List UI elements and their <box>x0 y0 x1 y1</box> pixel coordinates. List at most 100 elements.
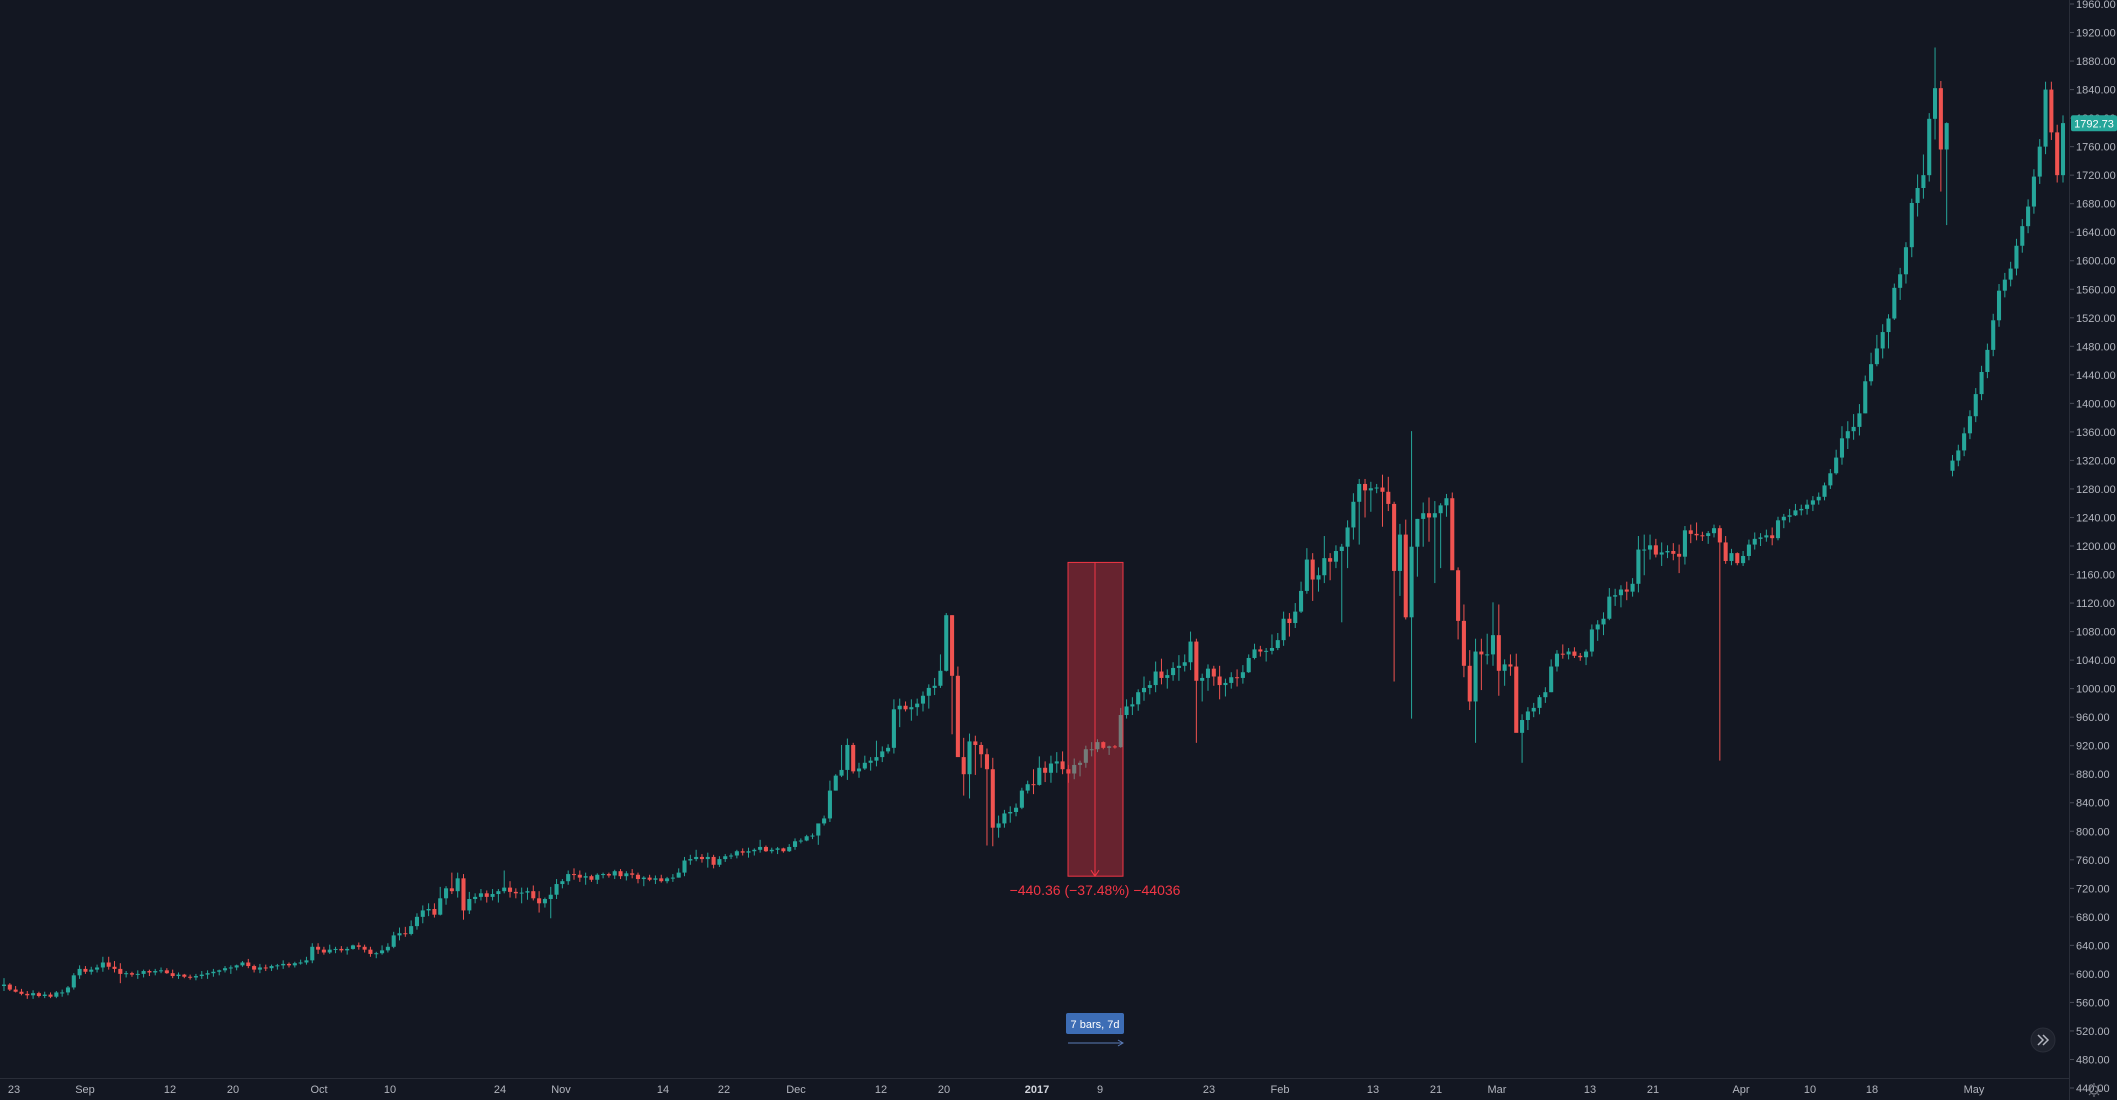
time-axis-label: 20 <box>938 1084 950 1096</box>
candle-body <box>2043 89 2048 147</box>
candle-body <box>368 949 373 954</box>
price-axis-label: 1880.00 <box>2076 56 2116 68</box>
candle-body <box>327 949 332 953</box>
measurement-tool[interactable]: −440.36 (−37.48%) −44036 <box>1010 561 1181 898</box>
candle-body <box>432 908 437 915</box>
candle-body <box>1682 530 1687 557</box>
candle-body <box>124 973 129 975</box>
candle-body <box>1845 431 1850 439</box>
scroll-to-realtime-button[interactable] <box>2030 1027 2056 1053</box>
time-axis-label: Apr <box>1732 1084 1749 1096</box>
candle-body <box>1118 715 1123 748</box>
candle-body <box>257 967 262 970</box>
candle-body <box>1456 570 1461 621</box>
price-axis-label: 720.00 <box>2076 883 2110 895</box>
time-axis-label: 21 <box>1647 1084 1659 1096</box>
candle-body <box>1223 682 1228 686</box>
candle-body <box>95 967 100 970</box>
candle-body <box>950 615 955 676</box>
gear-icon[interactable] <box>2087 1083 2101 1097</box>
candle-body <box>1089 749 1094 751</box>
candle-body <box>1136 692 1141 705</box>
candle-body <box>630 873 635 875</box>
candle-body <box>1357 483 1362 502</box>
candle-body <box>1537 697 1542 708</box>
candle-body <box>740 851 745 853</box>
candle-body <box>1828 473 1833 486</box>
candle-body <box>112 966 117 969</box>
candle-body <box>1967 416 1972 434</box>
price-axis-label: 1720.00 <box>2076 170 2116 182</box>
candle-body <box>1130 704 1135 707</box>
candle-body <box>833 775 838 791</box>
price-axis-label: 640.00 <box>2076 940 2110 952</box>
candle-body <box>292 963 297 966</box>
candle-body <box>1741 555 1746 564</box>
last-price-label-bg <box>2071 115 2117 132</box>
candle-body <box>1746 544 1751 556</box>
candle-body <box>967 741 972 775</box>
candle-body <box>100 962 105 968</box>
candle-body <box>1903 247 1908 275</box>
candle-body <box>1758 537 1763 539</box>
price-axis-label: 760.00 <box>2076 855 2110 867</box>
candle-body <box>141 971 146 974</box>
candle-body <box>1205 668 1211 678</box>
time-axis-label: Mar <box>1488 1084 1507 1096</box>
candle-body <box>1409 546 1414 618</box>
candle-body <box>1362 483 1368 491</box>
candle-body <box>461 878 466 911</box>
candle-body <box>1770 535 1775 539</box>
candle-body <box>566 874 571 882</box>
price-axis-label: 1000.00 <box>2076 684 2116 696</box>
time-axis-label: Sep <box>75 1084 95 1096</box>
time-axis-label: Dec <box>786 1084 806 1096</box>
candle-body <box>1508 664 1513 667</box>
candle-body <box>1659 552 1664 555</box>
candle-body <box>1444 498 1449 506</box>
candle-body <box>286 963 292 966</box>
candle-body <box>1898 274 1903 288</box>
candle-body <box>414 916 419 927</box>
time-axis[interactable]: 23 Sep 12 20 Oct 10 24 Nov 14 22 Dec 12 20 2017 9 23 Feb… <box>8 1084 1985 1096</box>
price-axis-label: 1240.00 <box>2076 512 2116 524</box>
price-axis-label: 1360.00 <box>2076 427 2116 439</box>
time-axis-label: 13 <box>1367 1084 1379 1096</box>
candle-body <box>932 685 937 688</box>
candle-body <box>874 757 879 761</box>
candle-body <box>659 878 664 882</box>
candle-body <box>1333 550 1338 562</box>
candle-body <box>135 973 140 975</box>
candle-body <box>409 926 414 934</box>
candle-body <box>711 856 716 865</box>
candle-body <box>1019 790 1024 808</box>
price-axis-label: 1920.00 <box>2076 28 2116 40</box>
double-chevron-right-icon <box>2037 1034 2050 1046</box>
candle-body <box>641 877 646 880</box>
time-axis-label: 12 <box>875 1084 887 1096</box>
candle-body <box>1578 655 1583 658</box>
price-axis-label: 960.00 <box>2076 712 2110 724</box>
candle-body <box>688 859 693 861</box>
candle-body <box>1781 516 1786 521</box>
price-axis-label: 1440.00 <box>2076 370 2116 382</box>
candle-body <box>1938 88 1943 150</box>
candle-body <box>1962 433 1967 451</box>
candle-body <box>374 953 379 955</box>
candle-body <box>1194 641 1199 681</box>
candle-body <box>1479 651 1484 655</box>
candle-body <box>775 848 780 850</box>
candle-body <box>54 992 59 997</box>
price-axis-label: 1200.00 <box>2076 541 2116 553</box>
candle-body <box>1502 664 1507 671</box>
candle-body <box>1037 767 1042 785</box>
candle-body <box>304 960 309 963</box>
candle-body <box>176 974 181 977</box>
candle-body <box>1473 651 1478 702</box>
candle-body <box>1165 675 1170 678</box>
candle-body <box>1426 513 1432 518</box>
candle-body <box>426 908 431 911</box>
bars-range-arrowhead <box>1117 1039 1124 1047</box>
candle-body <box>606 874 611 876</box>
